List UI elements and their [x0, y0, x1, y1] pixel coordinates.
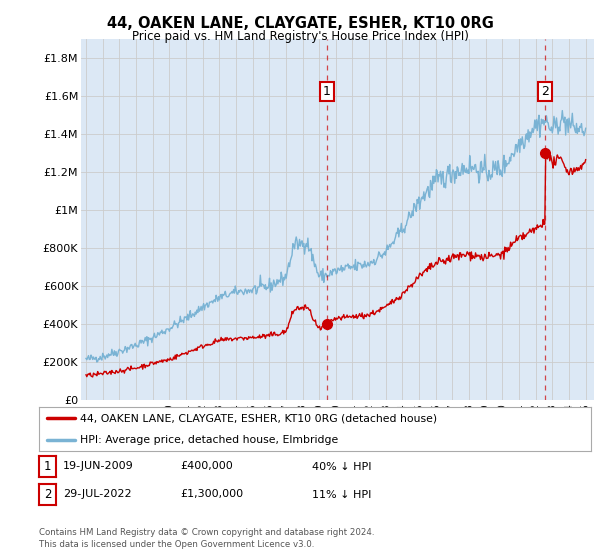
Text: £1,300,000: £1,300,000 — [180, 489, 243, 500]
Text: 44, OAKEN LANE, CLAYGATE, ESHER, KT10 0RG: 44, OAKEN LANE, CLAYGATE, ESHER, KT10 0R… — [107, 16, 493, 31]
Text: 2: 2 — [44, 488, 51, 501]
Text: £400,000: £400,000 — [180, 461, 233, 472]
Text: 29-JUL-2022: 29-JUL-2022 — [63, 489, 131, 500]
Text: 1: 1 — [323, 85, 331, 98]
Text: 40% ↓ HPI: 40% ↓ HPI — [312, 461, 371, 472]
Text: 19-JUN-2009: 19-JUN-2009 — [63, 461, 134, 472]
Text: Contains HM Land Registry data © Crown copyright and database right 2024.
This d: Contains HM Land Registry data © Crown c… — [39, 528, 374, 549]
Text: HPI: Average price, detached house, Elmbridge: HPI: Average price, detached house, Elmb… — [80, 435, 338, 445]
Text: 11% ↓ HPI: 11% ↓ HPI — [312, 489, 371, 500]
Text: Price paid vs. HM Land Registry's House Price Index (HPI): Price paid vs. HM Land Registry's House … — [131, 30, 469, 43]
Text: 1: 1 — [44, 460, 51, 473]
Bar — [327, 39, 545, 400]
Text: 44, OAKEN LANE, CLAYGATE, ESHER, KT10 0RG (detached house): 44, OAKEN LANE, CLAYGATE, ESHER, KT10 0R… — [80, 413, 437, 423]
Text: 2: 2 — [541, 85, 550, 98]
